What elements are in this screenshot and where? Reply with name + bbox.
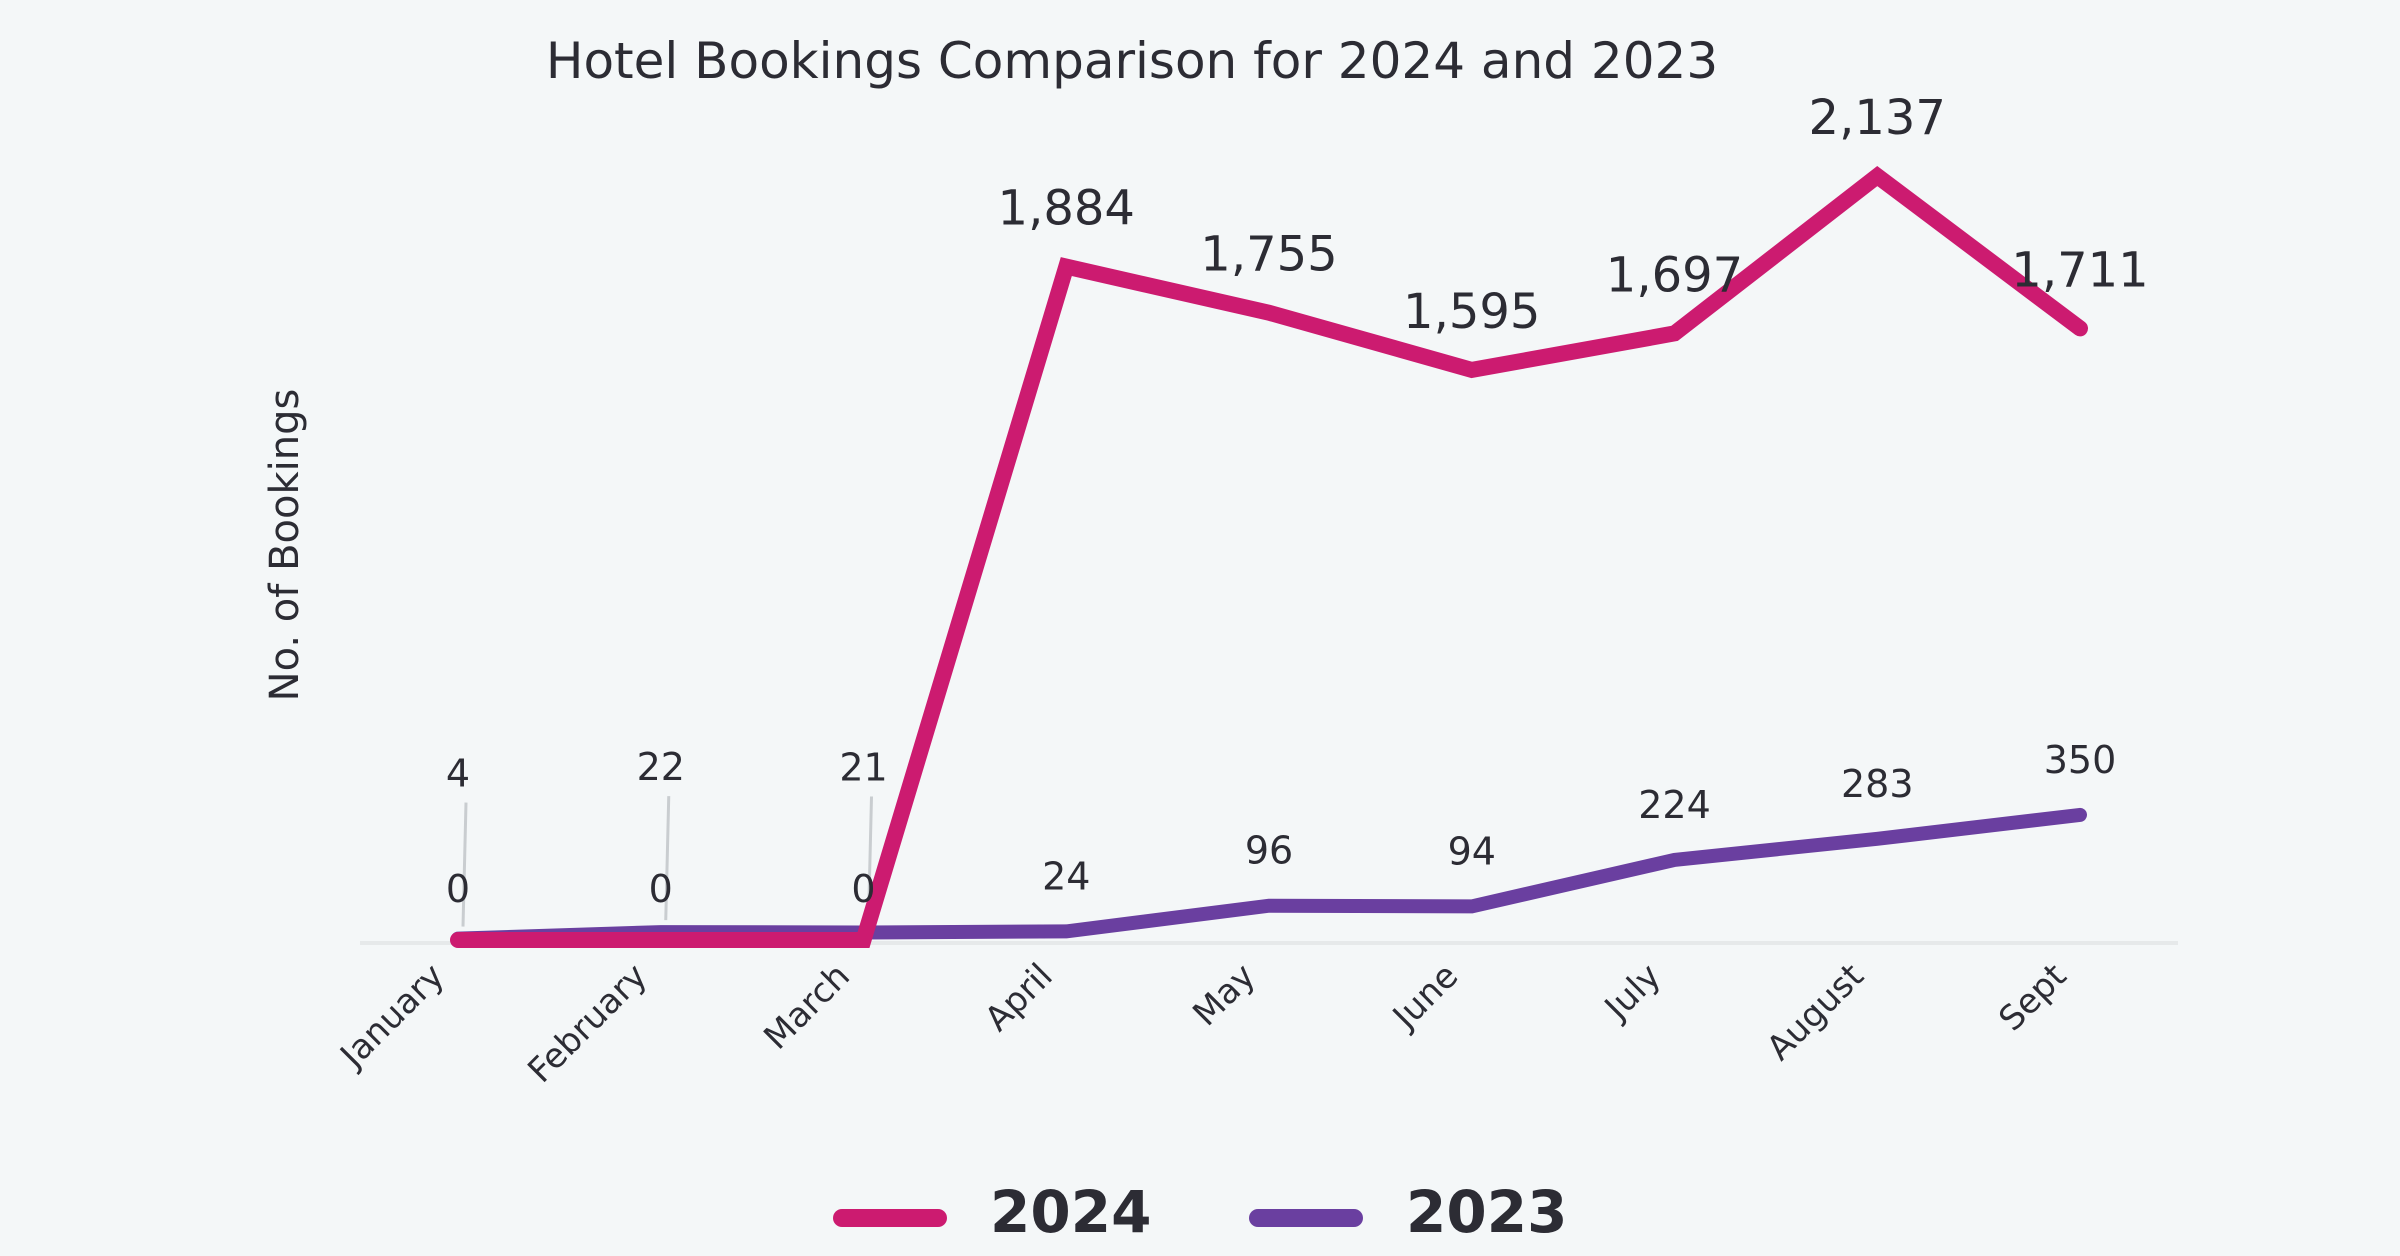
data-label-2023: 24: [1042, 854, 1090, 898]
x-tick-label: February: [520, 956, 655, 1091]
data-label-2024: 1,697: [1606, 247, 1743, 303]
x-tick-label: April: [977, 956, 1060, 1039]
x-tick-labels: January February March April May June July Augu…: [332, 956, 2075, 1091]
data-label-2023: 4: [446, 752, 470, 796]
data-label-2023: 283: [1841, 762, 1914, 806]
leader-line: [664, 796, 671, 921]
legend: 2024 2023: [833, 1178, 1567, 1246]
leader-line: [461, 802, 468, 927]
data-label-2024: 0: [446, 867, 470, 911]
legend-label-2024: 2024: [990, 1178, 1151, 1246]
data-label-2024: 0: [851, 867, 875, 911]
data-label-2024: 2,137: [1809, 90, 1946, 146]
data-label-2023: 96: [1245, 829, 1293, 873]
data-label-2024: 1,595: [1403, 284, 1540, 340]
x-tick-label: July: [1596, 956, 1669, 1029]
data-label-2024: 0: [649, 867, 673, 911]
x-tick-label: Sept: [1991, 956, 2074, 1039]
data-label-2023: 224: [1638, 783, 1711, 827]
data-label-2024: 1,711: [2011, 242, 2148, 298]
x-tick-label: June: [1384, 956, 1466, 1038]
chart-title: Hotel Bookings Comparison for 2024 and 2…: [546, 32, 1718, 90]
data-label-2023: 22: [637, 745, 685, 789]
y-axis-label: No. of Bookings: [262, 389, 308, 702]
x-tick-label: March: [756, 956, 858, 1058]
data-labels: 0 0 0 1,884 1,755 1,595 1,697 2,137 1,711 4 22 21 24…: [446, 90, 2149, 911]
data-label-2023: 350: [2044, 738, 2117, 782]
data-label-2024: 1,755: [1200, 227, 1337, 283]
series-line-2024: [450, 166, 2088, 948]
x-tick-label: May: [1185, 956, 1263, 1034]
x-tick-label: August: [1759, 956, 1871, 1068]
data-label-2023: 21: [839, 745, 887, 789]
data-label-2023: 94: [1448, 829, 1496, 873]
series-lines: [450, 166, 2088, 948]
x-tick-label: January: [332, 956, 453, 1077]
legend-label-2023: 2023: [1406, 1178, 1567, 1246]
data-label-2024: 1,884: [998, 181, 1135, 237]
